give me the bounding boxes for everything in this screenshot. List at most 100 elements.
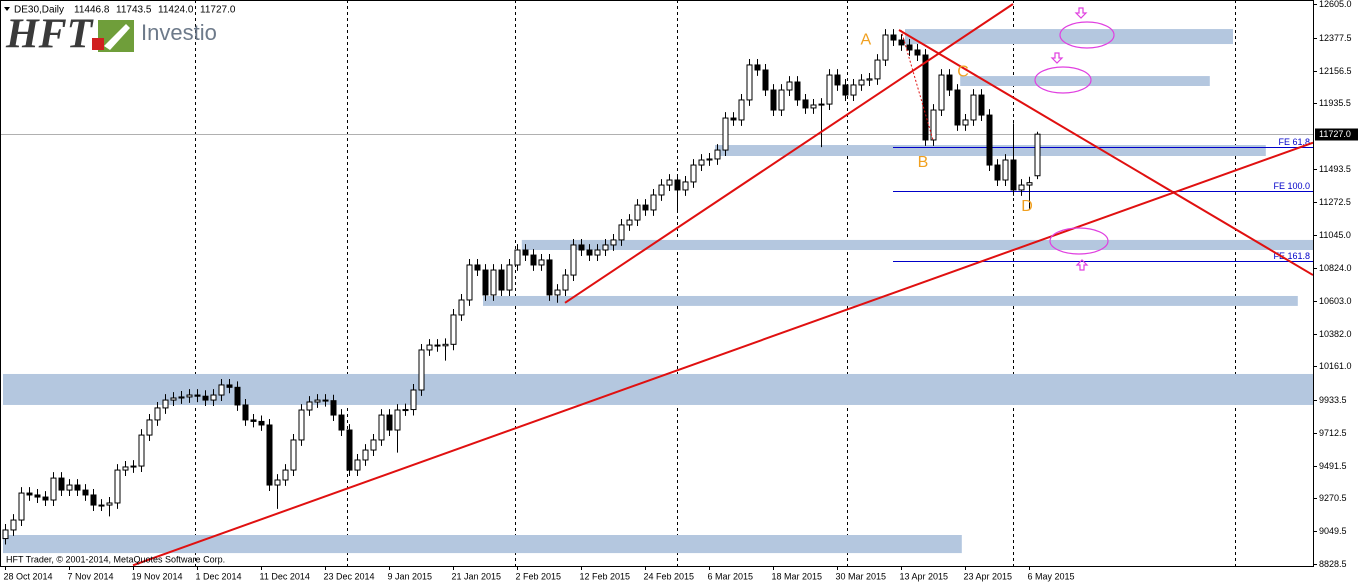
- candle-body: [42, 496, 49, 501]
- candle-body: [770, 89, 777, 111]
- x-tick-label: 23 Dec 2014: [324, 571, 375, 581]
- candle-body: [570, 244, 577, 276]
- candle-body: [258, 420, 265, 426]
- candle-body: [746, 64, 753, 101]
- x-tick-label: 1 Dec 2014: [196, 571, 242, 581]
- candle-body: [698, 159, 705, 166]
- candle-body: [930, 109, 937, 141]
- candle-body: [978, 94, 985, 116]
- arrow-down: [1074, 7, 1088, 19]
- x-tick-label: 21 Jan 2015: [452, 571, 502, 581]
- candle-body: [922, 54, 929, 141]
- logo-brand: HFT: [5, 12, 95, 58]
- candle-body: [378, 414, 385, 441]
- y-tick-label: 9933.5: [1319, 395, 1347, 405]
- x-tick-label: 7 Nov 2014: [68, 571, 114, 581]
- candle-body: [282, 469, 289, 481]
- candle-body: [474, 264, 481, 271]
- candle-body: [418, 349, 425, 391]
- candle-body: [186, 394, 193, 398]
- candle-body: [2, 529, 9, 540]
- candle-body: [954, 89, 961, 126]
- candle-body: [658, 184, 665, 196]
- candle-body: [290, 439, 297, 471]
- header-value: 11743.5: [116, 5, 152, 16]
- candle-body: [994, 164, 1001, 181]
- candle-body: [114, 469, 121, 504]
- candle-body: [178, 396, 185, 399]
- candle-body: [634, 204, 641, 221]
- candle-body: [562, 274, 569, 291]
- candle-body: [10, 519, 17, 531]
- y-tick-label: 11045.0: [1319, 230, 1351, 240]
- candle-body: [546, 259, 553, 296]
- candle-body: [362, 449, 369, 461]
- candle-body: [706, 158, 713, 161]
- zone: [905, 29, 1233, 45]
- last-price-label: 11727.0: [1319, 129, 1351, 139]
- candle-body: [218, 384, 225, 396]
- candle-body: [98, 504, 105, 507]
- candle-body: [858, 79, 865, 86]
- trendline: [132, 141, 1314, 567]
- x-tick-label: 9 Jan 2015: [388, 571, 433, 581]
- candle-body: [794, 81, 801, 101]
- candle-body: [346, 429, 353, 471]
- candle-body: [266, 424, 273, 486]
- candle-body: [962, 119, 969, 126]
- candle-body: [106, 502, 113, 506]
- x-tick-label: 30 Mar 2015: [836, 571, 887, 581]
- candle-body: [538, 259, 545, 266]
- wave-point: C: [957, 63, 969, 80]
- candle-body: [66, 484, 73, 491]
- y-tick-label: 11493.5: [1319, 164, 1351, 174]
- ellipse: [1049, 227, 1109, 255]
- candle-body: [642, 204, 649, 211]
- candle-body: [714, 149, 721, 160]
- candle-body: [314, 399, 321, 403]
- trendline: [898, 29, 1314, 276]
- candle-body: [850, 84, 857, 96]
- candle-body: [1010, 159, 1017, 191]
- candle-body: [74, 484, 81, 491]
- candle-body: [826, 74, 833, 105]
- candle-body: [834, 74, 841, 86]
- y-tick-label: 9270.5: [1319, 493, 1347, 503]
- candle-body: [250, 419, 257, 422]
- candle-body: [738, 99, 745, 121]
- candle-body: [938, 74, 945, 111]
- candle-body: [898, 39, 905, 46]
- candle-body: [442, 343, 449, 347]
- x-tick-label: 23 Apr 2015: [964, 571, 1013, 581]
- candle-body: [146, 419, 153, 436]
- candle-body: [610, 239, 617, 246]
- zone: [3, 373, 1313, 405]
- candle-body: [154, 407, 161, 421]
- candle-body: [18, 492, 25, 521]
- x-tick-label: 19 Nov 2014: [132, 571, 183, 581]
- y-tick-label: 11935.5: [1319, 98, 1351, 108]
- candle-body: [754, 64, 761, 71]
- candle-body: [986, 114, 993, 166]
- candle-body: [874, 59, 881, 80]
- dotted-line: [900, 29, 934, 141]
- wave-point: A: [860, 31, 871, 48]
- x-tick-label: 2 Feb 2015: [516, 571, 562, 581]
- candle-body: [434, 344, 441, 347]
- candle-body: [354, 459, 361, 471]
- candle-body: [410, 389, 417, 411]
- candle-body: [242, 404, 249, 421]
- candle-body: [970, 94, 977, 121]
- zone: [521, 239, 1313, 251]
- candle-body: [722, 117, 729, 151]
- header-value: 11424.0: [158, 5, 194, 16]
- candle-body: [34, 494, 41, 498]
- x-tick-label: 6 May 2015: [1028, 571, 1075, 581]
- candle-body: [1018, 184, 1025, 191]
- y-tick-label: 8828.5: [1319, 559, 1347, 569]
- candle-body: [866, 78, 873, 81]
- candle-body: [194, 394, 201, 397]
- arrow-up: [1075, 259, 1089, 271]
- candle-body: [666, 179, 673, 186]
